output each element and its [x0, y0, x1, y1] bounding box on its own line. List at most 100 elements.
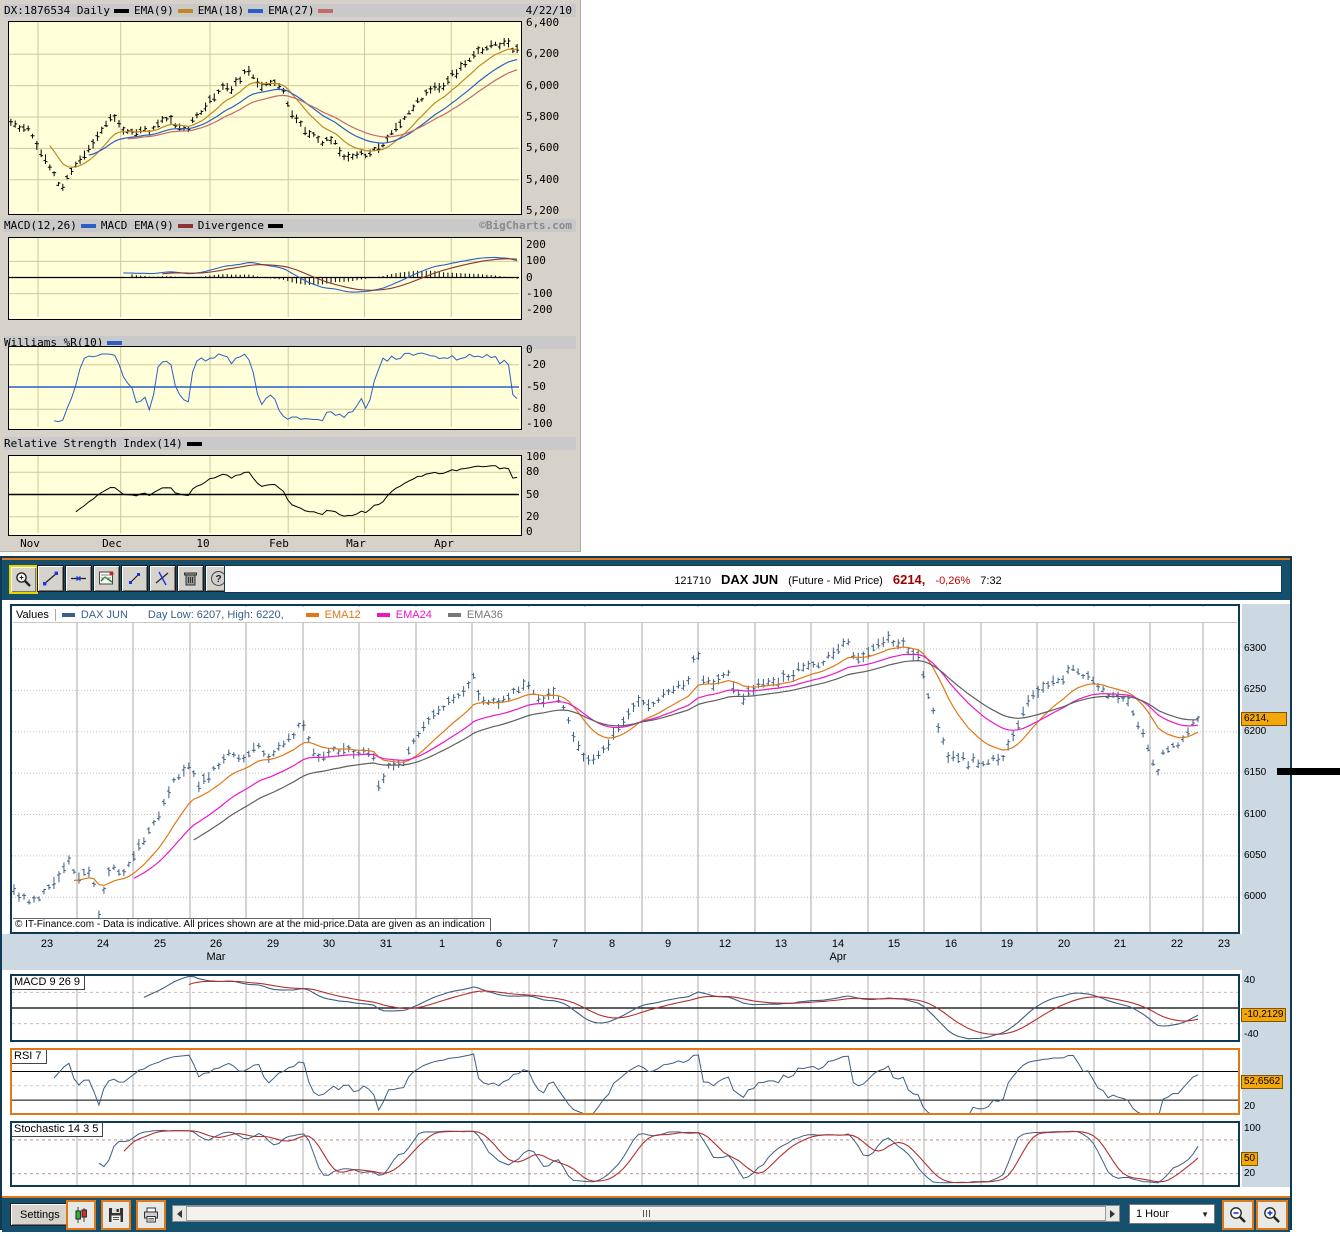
erase-line-tool-button[interactable] — [149, 565, 176, 592]
candlestick-icon — [75, 1207, 87, 1223]
axis-label: 0 — [526, 524, 533, 538]
instrument-id: 121710 — [674, 574, 712, 587]
time-label: Nov — [20, 537, 40, 550]
delete-all-button[interactable] — [177, 565, 204, 592]
trendline-icon — [43, 571, 58, 586]
axis-label: 50 — [526, 487, 540, 501]
main-chart-svg[interactable] — [12, 606, 1238, 932]
scrollbar-thumb[interactable] — [186, 1206, 1106, 1221]
quote-time: 7:32 — [980, 574, 1002, 587]
axis-label: 100 — [1244, 1122, 1261, 1134]
time-label: 6 — [495, 938, 503, 950]
chart-style-button[interactable] — [66, 1200, 96, 1230]
rsi-panel-label: RSI 7 — [12, 1050, 47, 1064]
magnifier-plus-icon — [16, 572, 31, 587]
instrument-symbol: DAX JUN — [721, 571, 779, 587]
rsi-swatch — [186, 441, 202, 446]
grip-mark — [645, 1210, 647, 1217]
ema27-label: EMA(27) — [268, 4, 315, 17]
williams-plot — [8, 346, 522, 430]
scroll-left-icon — [177, 1209, 182, 1218]
macd-panel: MACD 9 26 9 — [10, 974, 1240, 1042]
divergence-label: Divergence — [197, 219, 264, 232]
day-range: Day Low: 6207, High: 6220, — [147, 608, 284, 621]
time-label: 25 — [153, 938, 167, 950]
time-label: Mar — [346, 537, 366, 550]
indicator-window-tool-button[interactable] — [93, 565, 120, 592]
ema36-swatch — [447, 612, 461, 617]
help-icon: ? — [211, 571, 226, 586]
trendline-tool-button[interactable] — [37, 565, 64, 592]
save-button[interactable] — [101, 1200, 131, 1230]
time-label: 23 — [40, 938, 54, 950]
ema18-swatch — [248, 8, 264, 13]
chart-date: 4/22/10 — [525, 4, 572, 17]
macd-value-badge: -10,2129 — [1241, 1008, 1287, 1022]
scroll-right-button[interactable] — [1106, 1206, 1119, 1221]
main-chart-panel: Values DAX JUN Day Low: 6207, High: 6220… — [10, 604, 1240, 934]
axis-label: -20 — [526, 357, 546, 371]
right-axis-strip — [1242, 604, 1290, 1187]
williams-legend-bar: Williams %R(10) — [4, 336, 576, 349]
rsi-panel-svg[interactable] — [12, 1050, 1238, 1113]
settings-button[interactable]: Settings — [10, 1203, 70, 1226]
ema36-legend: EMA36 — [466, 608, 503, 621]
quote-bar: 121710 DAX JUN (Future - Mid Price) 6214… — [224, 565, 1282, 593]
williams-swatch — [107, 340, 123, 345]
time-label: 19 — [1000, 938, 1014, 950]
axis-label: 6200 — [1244, 725, 1267, 737]
time-label: Dec — [102, 537, 122, 550]
axis-label: 100 — [526, 450, 546, 464]
stochastic-panel-label: Stochastic 14 3 5 — [12, 1123, 104, 1137]
horizontal-line-tool-button[interactable] — [65, 565, 92, 592]
axis-label: 5,400 — [526, 172, 560, 186]
axis-label: 20 — [1244, 1167, 1256, 1179]
rsi-plot — [8, 455, 522, 536]
time-label: 13 — [774, 938, 788, 950]
horizontal-line-icon — [71, 576, 86, 581]
svg-text:?: ? — [215, 574, 221, 585]
chart-scrollbar[interactable] — [172, 1205, 1120, 1222]
time-label: Feb — [269, 537, 289, 550]
zoom-tool-button[interactable] — [9, 565, 38, 594]
price-chart-svg — [9, 22, 519, 212]
ema18-label: EMA(18) — [197, 4, 245, 17]
values-legend: Values DAX JUN Day Low: 6207, High: 6220… — [13, 607, 1237, 623]
williams-svg — [9, 347, 519, 427]
axis-label: 0 — [526, 270, 533, 284]
ema12-legend: EMA12 — [324, 608, 361, 621]
values-symbol: DAX JUN — [80, 608, 128, 621]
interval-select[interactable]: 1 Hour ▼ — [1129, 1204, 1215, 1224]
stochastic-axis-labels: 100 20 — [1242, 1123, 1292, 1185]
axis-label: 5,800 — [526, 110, 560, 123]
price-axis-labels: 6300 6250 6200 6150 6100 6050 6000 — [1242, 606, 1292, 932]
stochastic-panel-svg[interactable] — [12, 1123, 1238, 1185]
zoom-in-button[interactable] — [1256, 1200, 1288, 1230]
print-button[interactable] — [136, 1200, 166, 1230]
zoom-out-icon — [1230, 1207, 1246, 1223]
ema24-legend: EMA24 — [395, 608, 432, 621]
ema27-swatch — [318, 8, 334, 13]
zoom-out-button[interactable] — [1222, 1200, 1254, 1230]
symbol-period-label: DX:1876534 Daily — [4, 4, 110, 17]
price-axis: 6,400 6,200 6,000 5,800 5,600 5,400 5,200 — [524, 16, 578, 217]
macd-panel-svg[interactable] — [12, 976, 1238, 1040]
rsi-panel: RSI 7 — [10, 1048, 1240, 1115]
month-label: Mar — [206, 951, 226, 963]
axis-label: 0 — [526, 342, 533, 356]
trash-icon — [184, 572, 197, 586]
axis-label: 6300 — [1244, 643, 1267, 655]
bottom-toolbar: Settings 1 Hour ▼ — [2, 1196, 1290, 1232]
axis-label: -100 — [526, 286, 553, 300]
scroll-left-button[interactable] — [173, 1206, 186, 1221]
trading-platform-app: ? 121710 DAX JUN (Future - Mid Price) 62… — [0, 556, 1292, 1232]
data-disclaimer: © IT-Finance.com - Data is indicative. A… — [13, 918, 491, 931]
time-label: 30 — [322, 938, 336, 950]
axis-label: 6250 — [1244, 684, 1267, 696]
macd-label: MACD(12,26) — [4, 219, 77, 232]
time-label: 14 — [831, 938, 845, 950]
time-label: Apr — [434, 537, 454, 550]
time-label: 16 — [944, 938, 958, 950]
segment-tool-button[interactable] — [121, 565, 148, 592]
last-price-badge: 6214, — [1241, 712, 1287, 726]
